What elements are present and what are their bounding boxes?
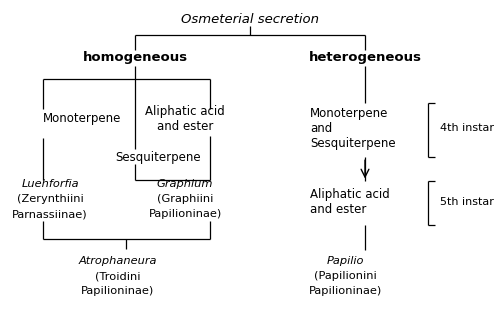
Text: homogeneous: homogeneous [82,51,188,64]
Text: Aliphatic acid
and ester: Aliphatic acid and ester [310,188,390,216]
Text: Sesquiterpene: Sesquiterpene [115,151,200,164]
Text: Aliphatic acid
and ester: Aliphatic acid and ester [145,105,225,133]
Text: Papilioninae): Papilioninae) [308,286,382,297]
Text: Papilio: Papilio [326,256,364,266]
Text: Osmeterial secretion: Osmeterial secretion [181,13,319,26]
Text: Monoterpene
and
Sesquiterpene: Monoterpene and Sesquiterpene [310,107,396,150]
Text: (Zerynthiini: (Zerynthiini [16,194,84,204]
Text: Luehforfia: Luehforfia [21,178,79,189]
Text: Parnassiinae): Parnassiinae) [12,209,88,220]
Text: heterogeneous: heterogeneous [308,51,422,64]
Text: Atrophaneura: Atrophaneura [78,256,157,266]
Text: 5th instar: 5th instar [440,197,494,207]
Text: Papilioninae): Papilioninae) [148,209,222,220]
Text: Papilioninae): Papilioninae) [81,286,154,297]
Text: Monoterpene: Monoterpene [42,112,121,125]
Text: (Troidini: (Troidini [95,271,140,281]
Text: 4th instar: 4th instar [440,123,494,134]
Text: (Graphiini: (Graphiini [157,194,213,204]
Text: Graphium: Graphium [157,178,213,189]
Text: (Papilionini: (Papilionini [314,271,376,281]
